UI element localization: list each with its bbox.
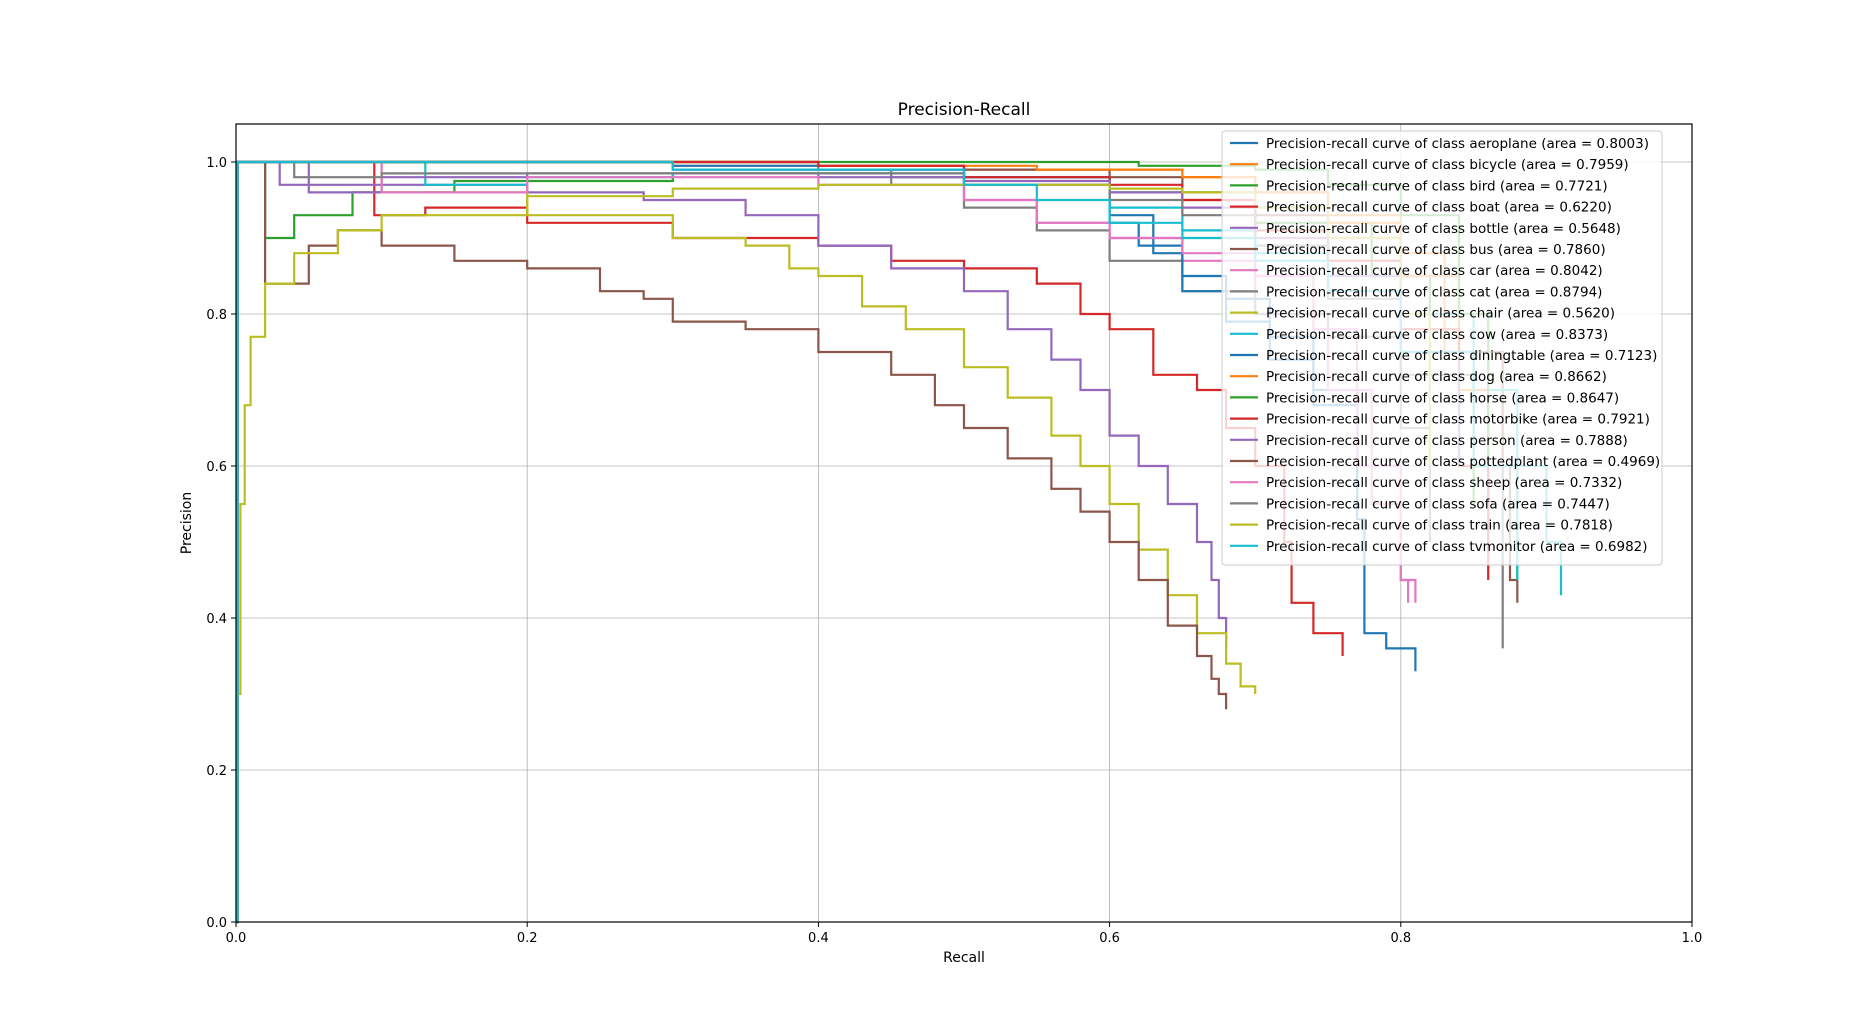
legend-entry: Precision-recall curve of class diningta…: [1266, 348, 1657, 364]
x-tick-label: 0.6: [1099, 931, 1120, 946]
series-line-4: [236, 160, 1228, 924]
series-line-15: [236, 160, 1228, 924]
legend-entry: Precision-recall curve of class bicycle …: [1266, 157, 1629, 173]
legend-entry: Precision-recall curve of class bird (ar…: [1266, 178, 1608, 194]
x-tick-label: 0.2: [517, 931, 538, 946]
legend-box: [1221, 130, 1663, 566]
legend-entry: Precision-recall curve of class horse (a…: [1266, 390, 1619, 406]
legend-entry: Precision-recall curve of class sheep (a…: [1266, 475, 1622, 491]
legend-entry: Precision-recall curve of class person (…: [1266, 433, 1628, 449]
legend-entry: Precision-recall curve of class train (a…: [1266, 518, 1613, 534]
legend-entry: Precision-recall curve of class chair (a…: [1266, 306, 1615, 322]
x-tick-label: 0.8: [1390, 931, 1411, 946]
y-axis: 0.0 0.2 0.4 0.6 0.8 1.0: [206, 156, 236, 931]
legend-entry: Precision-recall curve of class car (are…: [1266, 263, 1603, 279]
plot-frame: [235, 123, 1693, 923]
legend-entry: Precision-recall curve of class tvmonito…: [1266, 539, 1648, 555]
legend-entry: Precision-recall curve of class dog (are…: [1266, 369, 1607, 385]
chart-title: Precision-Recall: [898, 100, 1031, 120]
x-axis: 0.0 0.2 0.4 0.6 0.8 1.0: [226, 922, 1703, 946]
legend-entry: Precision-recall curve of class bus (are…: [1266, 242, 1606, 258]
legend-entry: Precision-recall curve of class pottedpl…: [1266, 454, 1660, 470]
y-tick-label: 0.2: [206, 764, 227, 779]
y-tick-label: 0.6: [206, 460, 227, 475]
y-axis-label: Precision: [179, 492, 195, 554]
y-tick-label: 0.0: [206, 916, 227, 931]
x-tick-label: 0.4: [808, 931, 829, 946]
legend-entry: Precision-recall curve of class boat (ar…: [1266, 200, 1612, 216]
y-tick-label: 0.8: [206, 308, 227, 323]
x-tick-label: 0.0: [226, 931, 247, 946]
legend-entry: Precision-recall curve of class cow (are…: [1266, 327, 1608, 343]
legend: Precision-recall curve of class aeroplan…: [1221, 130, 1663, 566]
y-tick-label: 1.0: [206, 156, 227, 171]
y-tick-label: 0.4: [206, 612, 227, 627]
legend-entry: Precision-recall curve of class aeroplan…: [1266, 136, 1649, 152]
legend-entry: Precision-recall curve of class motorbik…: [1266, 412, 1650, 428]
series-line-8: [236, 160, 1257, 924]
series-line-3: [236, 160, 1344, 924]
legend-entry: Precision-recall curve of class cat (are…: [1266, 284, 1602, 300]
legend-entry: Precision-recall curve of class sofa (ar…: [1266, 496, 1610, 512]
x-tick-label: 1.0: [1682, 931, 1703, 946]
legend-entry: Precision-recall curve of class bottle (…: [1266, 221, 1621, 237]
x-axis-label: Recall: [943, 950, 985, 966]
